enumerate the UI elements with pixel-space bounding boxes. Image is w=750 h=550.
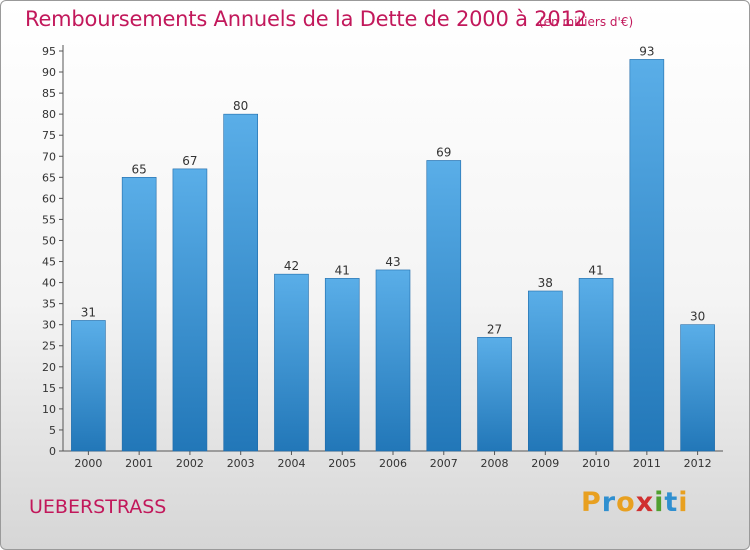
chart-axes: 0 5 10 15 20 25 30 35 40 45 50 55 60 65 70 75 80 85 90 95 20… bbox=[42, 45, 723, 470]
y-tick-label: 25 bbox=[42, 340, 56, 353]
y-tick-label: 40 bbox=[42, 277, 56, 290]
data-label-2000: 31 bbox=[81, 305, 96, 319]
x-tick-label-2011: 2011 bbox=[633, 457, 661, 470]
data-label-2004: 42 bbox=[284, 259, 299, 273]
x-tick-label-2007: 2007 bbox=[430, 457, 458, 470]
y-tick-label: 5 bbox=[49, 424, 56, 437]
bar-2003 bbox=[223, 113, 258, 452]
y-tick-label: 65 bbox=[42, 171, 56, 184]
y-tick-label: 0 bbox=[49, 445, 56, 458]
data-label-2010: 41 bbox=[588, 263, 603, 277]
logo-letter: i bbox=[678, 487, 689, 518]
logo-letter: i bbox=[654, 487, 665, 518]
x-tick-label-2012: 2012 bbox=[684, 457, 712, 470]
data-label-2005: 41 bbox=[335, 263, 350, 277]
y-tick-label: 15 bbox=[42, 382, 56, 395]
y-tick-label: 45 bbox=[42, 256, 56, 269]
bar-2011 bbox=[629, 59, 665, 452]
bar-2012 bbox=[680, 324, 715, 452]
x-tick-label-2001: 2001 bbox=[125, 457, 153, 470]
x-tick-label-2009: 2009 bbox=[531, 457, 559, 470]
data-label-2007: 69 bbox=[436, 145, 451, 159]
chart-bars: 31 65 67 80 42 41 43 69 27 38 41 93 30 bbox=[71, 44, 715, 452]
y-tick-label: 10 bbox=[42, 403, 56, 416]
bar-2009 bbox=[528, 290, 563, 452]
chart-unit: (en milliers d'€) bbox=[539, 15, 634, 29]
x-tick-label-2006: 2006 bbox=[379, 457, 407, 470]
x-tick-label-2010: 2010 bbox=[582, 457, 610, 470]
logo-letter: t bbox=[664, 487, 679, 518]
logo-letter: x bbox=[635, 487, 655, 518]
x-tick-label-2000: 2000 bbox=[74, 457, 102, 470]
commune-name: UEBERSTRASS bbox=[29, 496, 167, 518]
bar-2002 bbox=[172, 168, 208, 452]
bar-2007 bbox=[426, 160, 462, 452]
y-tick-label: 50 bbox=[42, 234, 56, 247]
logo-letter: P bbox=[581, 487, 602, 518]
bar-2005 bbox=[324, 278, 360, 452]
bar-2004 bbox=[274, 273, 309, 452]
y-tick-label: 70 bbox=[42, 150, 56, 163]
bar-2000 bbox=[71, 320, 106, 452]
data-label-2011: 93 bbox=[639, 44, 654, 58]
y-tick-label: 90 bbox=[42, 66, 56, 79]
x-tick-label-2003: 2003 bbox=[227, 457, 255, 470]
data-label-2003: 80 bbox=[233, 99, 248, 113]
bar-2001 bbox=[121, 177, 157, 452]
y-tick-label: 85 bbox=[42, 87, 56, 100]
bar-2008 bbox=[477, 337, 512, 452]
proxiti-logo: Proxiti bbox=[581, 487, 689, 518]
y-tick-label: 75 bbox=[42, 129, 56, 142]
bar-2010 bbox=[578, 278, 614, 452]
data-label-2012: 30 bbox=[690, 310, 705, 324]
data-label-2008: 27 bbox=[487, 322, 502, 336]
y-tick-label: 95 bbox=[42, 45, 56, 58]
y-tick-label: 80 bbox=[42, 108, 56, 121]
x-tick-label-2004: 2004 bbox=[277, 457, 305, 470]
data-label-2009: 38 bbox=[538, 276, 553, 290]
data-label-2002: 67 bbox=[182, 154, 197, 168]
data-label-2006: 43 bbox=[385, 255, 400, 269]
y-tick-label: 55 bbox=[42, 213, 56, 226]
logo-letter: o bbox=[616, 487, 636, 518]
x-tick-label-2008: 2008 bbox=[481, 457, 509, 470]
logo-letter: r bbox=[601, 487, 617, 518]
y-tick-label: 30 bbox=[42, 319, 56, 332]
chart-title: Remboursements Annuels de la Dette de 20… bbox=[25, 7, 587, 31]
x-tick-label-2005: 2005 bbox=[328, 457, 356, 470]
y-tick-label: 35 bbox=[42, 298, 56, 311]
bar-2006 bbox=[375, 269, 411, 452]
y-tick-label: 60 bbox=[42, 192, 56, 205]
x-tick-label-2002: 2002 bbox=[176, 457, 204, 470]
y-tick-label: 20 bbox=[42, 361, 56, 374]
data-label-2001: 65 bbox=[132, 162, 147, 176]
